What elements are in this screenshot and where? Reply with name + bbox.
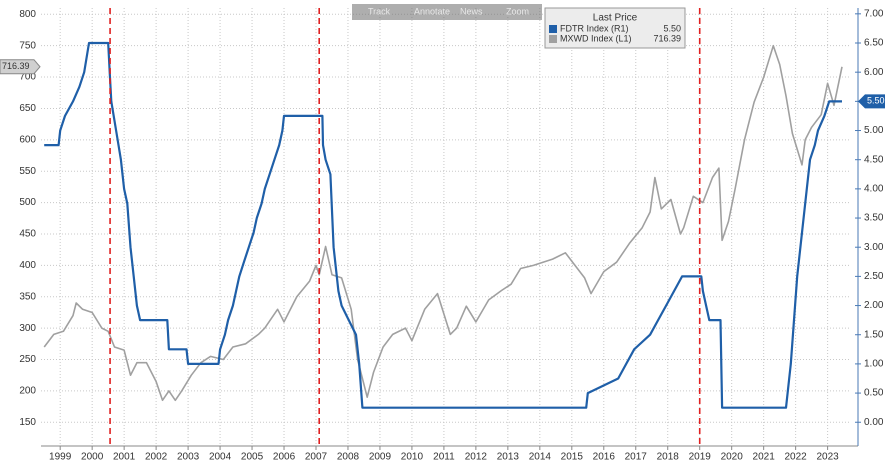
last-value-tag (858, 94, 885, 109)
y2-tick-label: 7.00 (864, 8, 884, 19)
y2-tick-label: 3.00 (864, 242, 884, 253)
y-tick-label: 450 (19, 229, 36, 240)
legend-value: 716.39 (653, 33, 681, 43)
x-tick-label: 2011 (433, 452, 455, 463)
last-value-label: 5.50 (867, 96, 885, 106)
x-tick-label: 2008 (337, 452, 360, 463)
y-tick-label: 250 (19, 354, 36, 365)
y2-tick-label: 2.00 (864, 300, 884, 311)
legend-swatch (549, 25, 557, 33)
legend-value: 5.50 (663, 23, 681, 33)
y-tick-label: 700 (19, 72, 36, 83)
series-line (43, 44, 843, 402)
y-tick-label: 400 (19, 260, 36, 271)
x-tick-label: 2002 (145, 452, 168, 463)
y2-tick-label: 1.00 (864, 359, 884, 370)
x-tick-label: 1999 (49, 452, 72, 463)
y2-tick-label: 6.00 (864, 67, 884, 78)
toolbar-button[interactable]: News (460, 6, 483, 16)
toolbar-button[interactable]: Zoom (506, 6, 529, 16)
y-tick-label: 750 (19, 40, 36, 51)
toolbar-button[interactable]: Track (368, 6, 391, 16)
x-tick-label: 2015 (561, 452, 584, 463)
y2-tick-label: 3.50 (864, 213, 884, 224)
y2-tick-label: 4.50 (864, 154, 884, 165)
y-tick-label: 300 (19, 323, 36, 334)
legend-title: Last Price (593, 13, 638, 24)
x-tick-label: 2005 (241, 452, 264, 463)
y-tick-label: 650 (19, 103, 36, 114)
x-tick-label: 2009 (369, 452, 392, 463)
legend-label: MXWD Index (L1) (560, 33, 632, 43)
x-tick-label: 2013 (497, 452, 520, 463)
y-tick-label: 550 (19, 166, 36, 177)
x-tick-label: 2004 (209, 452, 232, 463)
y2-tick-label: 5.00 (864, 125, 884, 136)
x-tick-label: 2022 (785, 452, 808, 463)
y2-tick-label: 4.00 (864, 184, 884, 195)
y2-tick-label: 0.00 (864, 417, 884, 428)
x-tick-label: 2003 (177, 452, 200, 463)
x-tick-label: 2007 (305, 452, 328, 463)
y-tick-label: 350 (19, 291, 36, 302)
y-tick-label: 800 (19, 9, 36, 20)
y2-tick-label: 2.50 (864, 271, 884, 282)
y-tick-label: 600 (19, 134, 36, 145)
x-tick-label: 2000 (81, 452, 104, 463)
last-value-tag (0, 59, 41, 75)
x-tick-label: 2006 (273, 452, 296, 463)
x-tick-label: 2001 (113, 452, 136, 463)
y2-tick-label: 1.50 (864, 329, 884, 340)
y-tick-label: 200 (19, 386, 36, 397)
toolbar (352, 4, 542, 20)
y2-tick-label: 0.50 (864, 388, 884, 399)
x-tick-label: 2010 (401, 452, 424, 463)
x-tick-label: 2016 (593, 452, 616, 463)
x-tick-label: 2017 (625, 452, 648, 463)
x-tick-label: 2023 (816, 452, 839, 463)
toolbar-button[interactable]: Annotate (414, 6, 450, 16)
x-tick-label: 2021 (753, 452, 776, 463)
last-value-label: 716.39 (2, 61, 30, 71)
legend-swatch (549, 35, 557, 43)
x-tick-label: 2012 (465, 452, 488, 463)
series-line (44, 41, 842, 409)
y-tick-label: 500 (19, 197, 36, 208)
y2-tick-label: 6.50 (864, 38, 884, 49)
x-tick-label: 2020 (721, 452, 744, 463)
x-tick-label: 2018 (657, 452, 680, 463)
legend (544, 7, 686, 49)
legend-label: FDTR Index (R1) (560, 23, 629, 33)
y-tick-label: 150 (19, 417, 36, 428)
x-tick-label: 2019 (689, 452, 712, 463)
x-tick-label: 2014 (529, 452, 552, 463)
